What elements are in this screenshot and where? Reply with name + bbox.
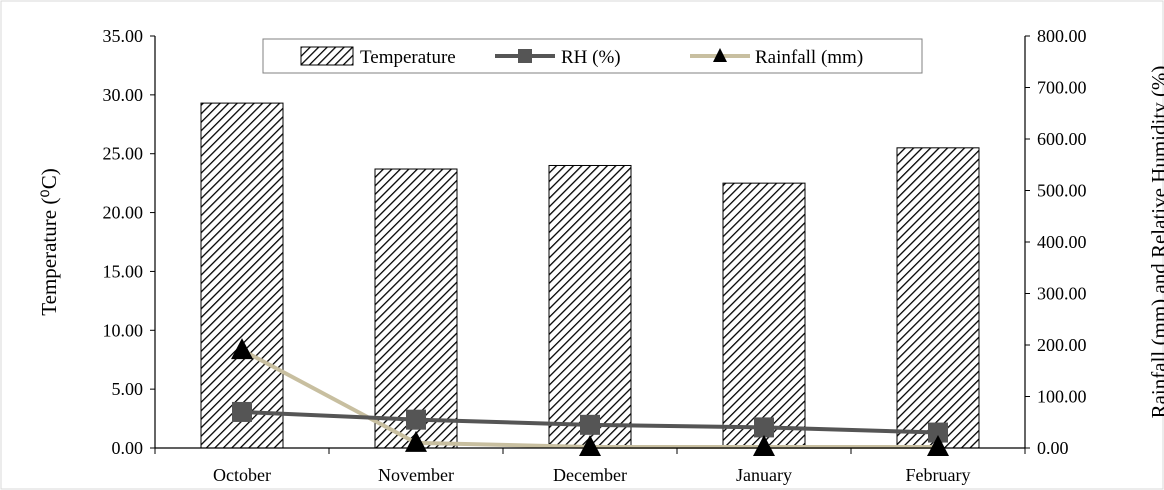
right-axis-title: Rainfall (mm) and Relative Humidity (%)	[1147, 66, 1164, 419]
legend-box	[262, 38, 923, 74]
left-axis-title: Temperature (⁰C)	[37, 168, 61, 315]
x-tick-label: November	[378, 465, 454, 485]
marker-rh-february	[928, 422, 948, 443]
right-tick-label: 300.00	[1037, 284, 1087, 304]
bar-temperature-december	[548, 164, 632, 449]
legend: Temperature RH (%) Rainfall (mm)	[262, 38, 923, 74]
right-tick-label: 100.00	[1037, 387, 1087, 407]
bar-temperature-november	[374, 168, 458, 449]
right-tick-label: 700.00	[1037, 78, 1087, 98]
legend-rh-label: RH (%)	[561, 47, 621, 68]
marker-rh-november	[406, 409, 426, 430]
x-tick-label: February	[906, 465, 971, 485]
right-tick-label: 400.00	[1037, 232, 1087, 252]
bar-temperature-october	[200, 102, 284, 449]
marker-rainfall-october	[231, 338, 253, 360]
left-tick-label: 15.00	[103, 261, 144, 281]
right-tick-label: 0.00	[1037, 438, 1069, 458]
legend-rainfall-label: Rainfall (mm)	[755, 47, 863, 68]
legend-temperature-swatch	[300, 46, 354, 66]
bar-temperature-january	[722, 182, 806, 449]
right-tick-label: 200.00	[1037, 335, 1087, 355]
left-tick-label: 25.00	[103, 144, 144, 164]
marker-rainfall-february	[927, 434, 949, 456]
left-tick-label: 35.00	[103, 26, 144, 46]
left-tick-label: 0.00	[112, 438, 144, 458]
bar-temperature-february	[896, 147, 980, 449]
left-tick-label: 30.00	[103, 85, 144, 105]
legend-temperature-label: Temperature	[360, 47, 456, 68]
x-tick-label: January	[736, 465, 792, 485]
marker-rainfall-january	[753, 434, 775, 456]
marker-rh-october	[232, 401, 252, 422]
right-tick-label: 600.00	[1037, 129, 1087, 149]
x-tick-label: October	[213, 465, 271, 485]
left-tick-label: 20.00	[103, 203, 144, 223]
x-tick-label: December	[553, 465, 627, 485]
left-tick-label: 5.00	[112, 379, 144, 399]
legend-rainfall-marker	[713, 48, 727, 62]
marker-rh-january	[754, 417, 774, 438]
left-tick-label: 10.00	[103, 320, 144, 340]
marker-rainfall-december	[579, 434, 601, 456]
right-tick-label: 500.00	[1037, 181, 1087, 201]
marker-rainfall-november	[405, 430, 427, 452]
right-tick-label: 800.00	[1037, 26, 1087, 46]
legend-rh-marker	[518, 49, 532, 63]
marker-rh-december	[580, 414, 600, 435]
